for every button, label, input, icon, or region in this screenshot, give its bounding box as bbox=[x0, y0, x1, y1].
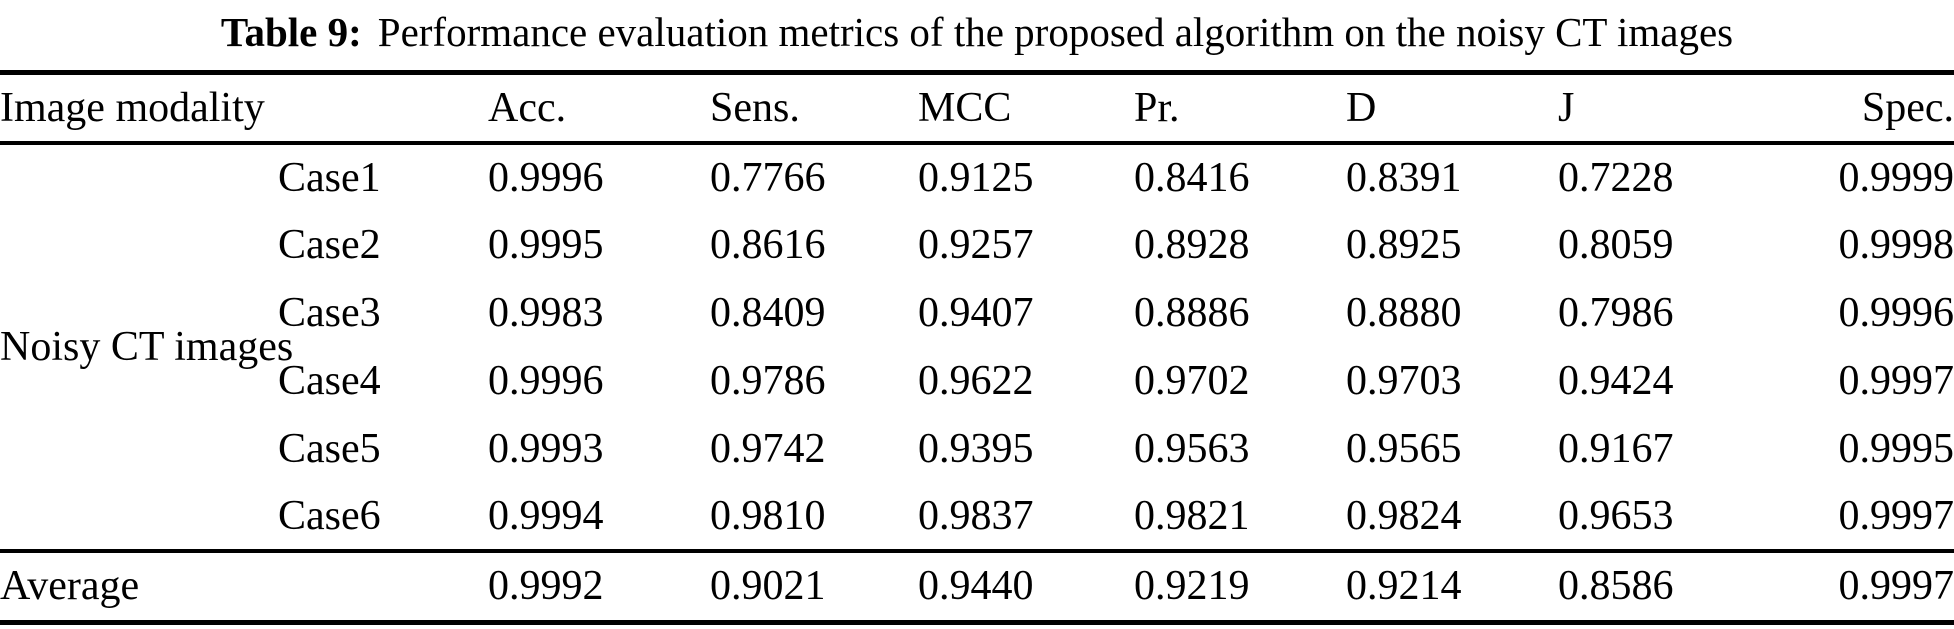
table-caption: Table 9: Performance evaluation metrics o… bbox=[0, 0, 1954, 70]
metric-value: 0.7766 bbox=[710, 154, 826, 201]
metric-value: 0.9407 bbox=[918, 289, 1034, 336]
metric-value: 0.9125 bbox=[918, 154, 1034, 201]
metric-value: 0.9837 bbox=[918, 492, 1034, 539]
col-header-d: D bbox=[1346, 84, 1377, 131]
metric-value: 0.9167 bbox=[1558, 425, 1674, 472]
table-caption-text: Performance evaluation metrics of the pr… bbox=[377, 9, 1734, 55]
average-value: 0.9992 bbox=[488, 563, 604, 610]
metric-value: 0.9786 bbox=[710, 357, 826, 404]
metric-value: 0.7986 bbox=[1558, 289, 1674, 336]
metric-value: 0.9821 bbox=[1134, 492, 1250, 539]
metric-value: 0.9742 bbox=[710, 425, 826, 472]
col-header-sens: Sens. bbox=[710, 84, 800, 131]
metric-value: 0.9995 bbox=[488, 221, 604, 268]
average-label: Average bbox=[0, 563, 140, 610]
table-row: Case3 0.9983 0.8409 0.9407 0.8886 0.8880… bbox=[0, 279, 1954, 347]
metric-value: 0.7228 bbox=[1558, 154, 1674, 201]
metric-value: 0.9994 bbox=[488, 492, 604, 539]
average-value: 0.9214 bbox=[1346, 563, 1462, 610]
metric-value: 0.9810 bbox=[710, 492, 826, 539]
row-group-label: Noisy CT images bbox=[0, 323, 294, 370]
metric-value: 0.9993 bbox=[488, 425, 604, 472]
metric-value: 0.9257 bbox=[918, 221, 1034, 268]
table-row: Case6 0.9994 0.9810 0.9837 0.9821 0.9824… bbox=[0, 483, 1954, 551]
metric-value: 0.9999 bbox=[1838, 154, 1954, 201]
case-label: Case2 bbox=[278, 221, 381, 268]
case-label: Case1 bbox=[278, 154, 381, 201]
metric-value: 0.9996 bbox=[488, 357, 604, 404]
average-row: Average 0.9992 0.9021 0.9440 0.9219 0.92… bbox=[0, 550, 1954, 623]
metric-value: 0.9563 bbox=[1134, 425, 1250, 472]
table-row: Noisy CT images Case1 0.9996 0.7766 0.91… bbox=[0, 143, 1954, 370]
average-value: 0.8586 bbox=[1558, 563, 1674, 610]
metric-value: 0.8409 bbox=[710, 289, 826, 336]
case-label: Case6 bbox=[278, 492, 381, 539]
metric-value: 0.8928 bbox=[1134, 221, 1250, 268]
metric-value: 0.9998 bbox=[1838, 221, 1954, 268]
metric-value: 0.9824 bbox=[1346, 492, 1462, 539]
metric-value: 0.9703 bbox=[1346, 357, 1462, 404]
col-header-pr: Pr. bbox=[1134, 84, 1180, 131]
metric-value: 0.9565 bbox=[1346, 425, 1462, 472]
table-row: Case2 0.9995 0.8616 0.9257 0.8928 0.8925… bbox=[0, 211, 1954, 279]
metric-value: 0.8880 bbox=[1346, 289, 1462, 336]
col-header-image-modality: Image modality bbox=[0, 84, 265, 131]
metric-value: 0.9622 bbox=[918, 357, 1034, 404]
metric-value: 0.9702 bbox=[1134, 357, 1250, 404]
col-header-mcc: MCC bbox=[918, 84, 1012, 131]
table-caption-label: Table 9: bbox=[220, 9, 362, 55]
average-value: 0.9021 bbox=[710, 563, 826, 610]
metric-value: 0.9983 bbox=[488, 289, 604, 336]
metric-value: 0.8059 bbox=[1558, 221, 1674, 268]
metric-value: 0.9395 bbox=[918, 425, 1034, 472]
metric-value: 0.9653 bbox=[1558, 492, 1674, 539]
metric-value: 0.8391 bbox=[1346, 154, 1462, 201]
case-label: Case3 bbox=[278, 289, 381, 336]
metric-value: 0.9996 bbox=[488, 154, 604, 201]
case-label: Case4 bbox=[278, 357, 381, 404]
metric-value: 0.9997 bbox=[1838, 357, 1954, 404]
table-row: Case4 0.9996 0.9786 0.9622 0.9702 0.9703… bbox=[0, 347, 1954, 415]
average-value: 0.9440 bbox=[918, 563, 1034, 610]
header-row: Image modality Acc. Sens. MCC Pr. D J Sp… bbox=[0, 73, 1954, 143]
metric-value: 0.9424 bbox=[1558, 357, 1674, 404]
col-header-j: J bbox=[1558, 84, 1575, 131]
average-value: 0.9219 bbox=[1134, 563, 1250, 610]
metric-value: 0.9996 bbox=[1838, 289, 1954, 336]
metric-value: 0.8886 bbox=[1134, 289, 1250, 336]
metric-value: 0.8416 bbox=[1134, 154, 1250, 201]
metric-value: 0.8616 bbox=[710, 221, 826, 268]
average-value: 0.9997 bbox=[1838, 563, 1954, 610]
metric-value: 0.9995 bbox=[1838, 425, 1954, 472]
table-row: Case5 0.9993 0.9742 0.9395 0.9563 0.9565… bbox=[0, 415, 1954, 483]
col-header-spec: Spec. bbox=[1861, 84, 1954, 131]
case-label: Case5 bbox=[278, 425, 381, 472]
metric-value: 0.9997 bbox=[1838, 492, 1954, 539]
performance-metrics-table: Image modality Acc. Sens. MCC Pr. D J Sp… bbox=[0, 70, 1954, 625]
col-header-acc: Acc. bbox=[488, 84, 567, 131]
metric-value: 0.8925 bbox=[1346, 221, 1462, 268]
